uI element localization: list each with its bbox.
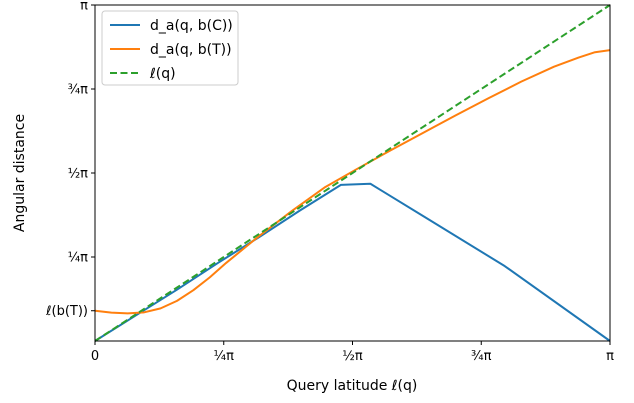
y-tick-label: ℓ(b(T)) <box>45 304 88 319</box>
plot-series <box>94 4 611 342</box>
series-line-1 <box>94 182 611 342</box>
y-tick-label: ¾π <box>68 82 89 97</box>
legend-label-d-a-q-b-t: d_a(q, b(T)) <box>150 42 232 58</box>
x-tick-label: ½π <box>342 349 363 364</box>
x-axis-ticks: 0 ¼π ½π ¾π π <box>91 341 614 364</box>
series-line-2 <box>94 49 611 315</box>
legend-box <box>101 10 239 86</box>
legend-label-d-a-q-b-c: d_a(q, b(C)) <box>150 18 233 34</box>
y-axis-ticks: ℓ(b(T)) ¼π ½π ¾π π <box>45 0 95 319</box>
series-line-3 <box>94 4 611 342</box>
y-tick-label: ½π <box>68 166 89 181</box>
x-axis-label: Query latitude ℓ(q) <box>287 378 418 394</box>
legend: d_a(q, b(C)) d_a(q, b(T)) ℓ(q) <box>101 10 239 86</box>
x-tick-label: ¾π <box>471 349 492 364</box>
legend-label-q: ℓ(q) <box>149 66 176 82</box>
x-tick-label: 0 <box>91 349 99 364</box>
y-tick-label: π <box>80 0 88 14</box>
y-tick-label: ¼π <box>68 250 89 265</box>
x-tick-label: ¼π <box>214 349 235 364</box>
x-tick-label: π <box>606 349 614 364</box>
y-axis-label: Angular distance <box>12 114 28 232</box>
